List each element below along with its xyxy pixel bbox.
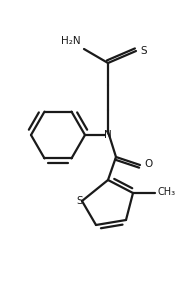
Text: N: N bbox=[104, 130, 112, 140]
Text: O: O bbox=[144, 159, 152, 169]
Text: CH₃: CH₃ bbox=[158, 187, 176, 197]
Text: S: S bbox=[77, 196, 83, 206]
Text: S: S bbox=[140, 46, 147, 56]
Text: H₂N: H₂N bbox=[61, 36, 81, 46]
